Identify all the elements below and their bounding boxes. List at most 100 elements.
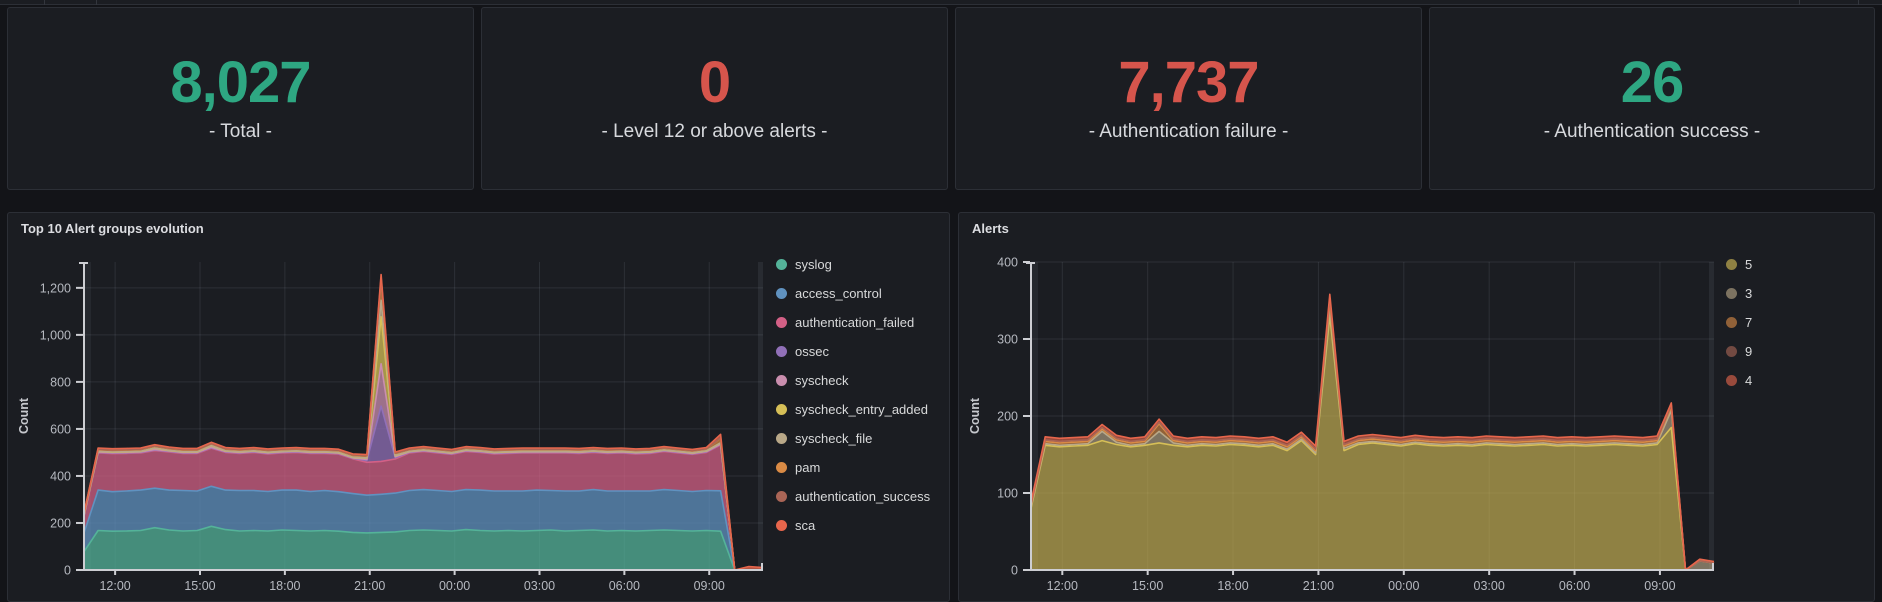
y-tick-label: 1,000 [40,328,71,342]
legend-item-syslog[interactable]: syslog [776,250,951,279]
legend-label: 5 [1745,257,1753,272]
legend-label: ossec [795,344,829,359]
y-axis-label: Count [968,397,982,434]
legend-item-3[interactable]: 3 [1726,279,1874,308]
legend-dot-5 [1726,259,1737,270]
legend-item-sca[interactable]: sca [776,511,951,540]
legend-label: 7 [1745,315,1753,330]
legend-label: 4 [1745,373,1753,388]
legend-dot-pam [776,462,787,473]
legend-dot-3 [1726,288,1737,299]
legend-dot-sca [776,520,787,531]
legend-dot-ossec [776,346,787,357]
legend-dot-syslog [776,259,787,270]
y-tick-label: 100 [997,487,1018,501]
stat-value-total: 8,027 [170,49,311,115]
legend-item-authentication_success[interactable]: authentication_success [776,482,951,511]
y-tick-label: 0 [64,564,71,578]
series-areas [1031,294,1714,570]
x-tick-label: 18:00 [1217,579,1248,593]
stat-label-total: - Total - [208,120,272,142]
legend-label: syslog [795,257,832,272]
x-tick-label: 21:00 [1303,579,1334,593]
tick-labels: 0 100 200 300 400 12:00 15:00 18:00 21:00 00:00 03… [997,256,1675,594]
legend-dot-7 [1726,317,1737,328]
legend-label: 3 [1745,286,1753,301]
x-tick-label: 12:00 [99,579,130,593]
legend-label: authentication_success [795,489,931,504]
y-axis-label: Count [17,397,31,434]
legend-label: syscheck [795,373,849,388]
top-strip-divider [1858,0,1859,5]
panel-top10-alert-groups: Top 10 Alert groups evolution 0 200 400 600… [7,212,950,602]
stat-panel-auth-success: 26 - Authentication success - [1429,7,1875,190]
legend-item-pam[interactable]: pam [776,453,951,482]
alerts-area-chart[interactable]: 0 100 200 300 400 12:00 15:00 18:00 21:00 00:00 03… [959,213,1874,601]
x-tick-label: 06:00 [1559,579,1590,593]
legend-item-syscheck_entry_added[interactable]: syscheck_entry_added [776,395,951,424]
x-tick-label: 03:00 [1474,579,1505,593]
top10-chart-legend: syslog access_control authentication_faile… [776,250,951,542]
x-tick-label: 21:00 [354,579,385,593]
legend-item-access_control[interactable]: access_control [776,279,951,308]
x-tick-label: 00:00 [1388,579,1419,593]
legend-dot-9 [1726,346,1737,357]
legend-item-authentication_failed[interactable]: authentication_failed [776,308,951,337]
legend-item-syscheck_file[interactable]: syscheck_file [776,424,951,453]
x-tick-label: 09:00 [1644,579,1675,593]
top-strip-divider [1799,0,1800,5]
legend-item-4[interactable]: 4 [1726,366,1874,395]
series-areas [84,274,763,570]
y-tick-label: 0 [1011,564,1018,578]
stat-value-auth-success: 26 [1620,49,1685,115]
legend-label: syscheck_entry_added [795,402,928,417]
legend-item-syscheck[interactable]: syscheck [776,366,951,395]
x-tick-label: 12:00 [1047,579,1078,593]
top10-alert-groups-area-chart[interactable]: 0 200 400 600 800 1,000 1,200 12:00 15:00 18:00 21… [8,213,949,601]
panel-title-alerts[interactable]: Alerts [972,221,1009,236]
axis-frame [76,262,763,575]
legend-label: sca [795,518,816,533]
stat-label-auth-success: - Authentication success - [1543,120,1761,142]
legend-dot-4 [1726,375,1737,386]
legend-dot-syscheck_entry_added [776,404,787,415]
legend-label: access_control [795,286,882,301]
alerts-chart-legend: 5 3 7 9 4 [1726,250,1874,542]
tick-labels: 0 200 400 600 800 1,000 1,200 12:00 15:00 18:00 21… [40,281,725,593]
legend-dot-authentication_failed [776,317,787,328]
legend-item-7[interactable]: 7 [1726,308,1874,337]
legend-item-5[interactable]: 5 [1726,250,1874,279]
x-tick-label: 15:00 [184,579,215,593]
y-tick-label: 1,200 [40,281,71,295]
legend-label: 9 [1745,344,1753,359]
stat-panel-auth-failure: 7,737 - Authentication failure - [955,7,1422,190]
legend-item-ossec[interactable]: ossec [776,337,951,366]
x-tick-label: 15:00 [1132,579,1163,593]
x-tick-label: 00:00 [439,579,470,593]
stat-label-auth-failure: - Authentication failure - [1088,120,1289,142]
y-tick-label: 800 [50,375,71,389]
series-lines [83,273,764,571]
legend-dot-authentication_success [776,491,787,502]
legend-dot-access_control [776,288,787,299]
axis-frame [1023,261,1714,575]
stat-panel-level12-alerts: 0 - Level 12 or above alerts - [481,7,948,190]
legend-item-9[interactable]: 9 [1726,337,1874,366]
stat-value-auth-failure: 7,737 [1118,49,1259,115]
y-tick-label: 200 [50,516,71,530]
y-tick-label: 400 [997,256,1018,270]
panel-title-top10-alert-groups[interactable]: Top 10 Alert groups evolution [21,221,204,236]
series-lines [1030,293,1715,571]
top-strip-divider [96,0,97,5]
legend-label: syscheck_file [795,431,873,446]
legend-dot-syscheck [776,375,787,386]
panel-alerts: Alerts 0 100 200 300 400 12:00 15:00 18:00 21:00… [958,212,1875,602]
y-tick-label: 600 [50,422,71,436]
legend-label: authentication_failed [795,315,915,330]
top-strip-divider [44,0,45,5]
x-tick-label: 18:00 [269,579,300,593]
x-tick-label: 03:00 [524,579,555,593]
x-tick-label: 06:00 [609,579,640,593]
legend-dot-syscheck_file [776,433,787,444]
